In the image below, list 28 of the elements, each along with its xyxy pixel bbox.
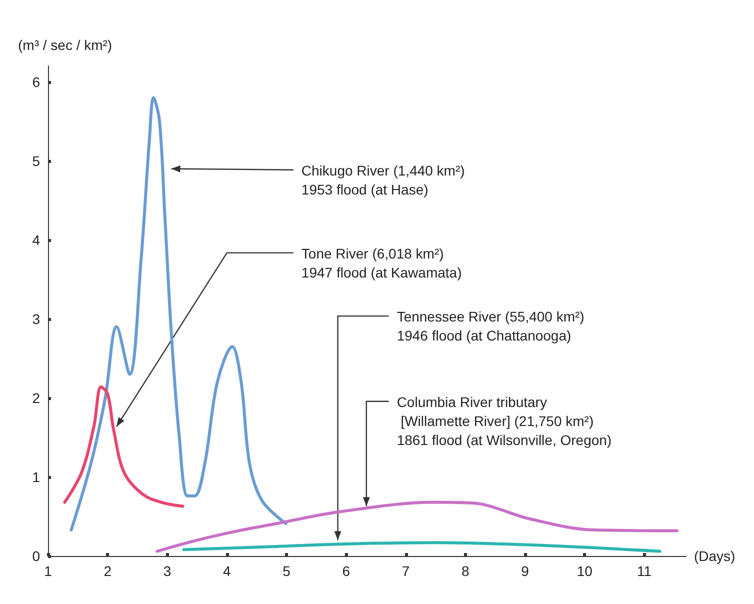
y-tick-label: 1 — [32, 468, 40, 485]
annotation: Chikugo River (1,440 km²) 1953 flood (at Hase) — [301, 162, 465, 198]
x-tick-label: 4 — [222, 563, 231, 579]
y-tick-label: 6 — [32, 74, 40, 90]
y-tick-label: 4 — [32, 232, 40, 248]
y-tick-label: 0 — [32, 548, 40, 564]
y-axis-title: (m³ / sec / km²) — [18, 37, 112, 53]
y-tick-label: 2 — [32, 390, 40, 406]
y-tick-label: 3 — [32, 310, 40, 327]
annotation: Columbia River tributary [Willamette River] (21,750 km²) 1861 flood (at Wilsonville, Oregon) — [396, 394, 612, 448]
x-tick-label: 6 — [342, 563, 350, 579]
x-axis-title: (Days) — [694, 548, 736, 564]
x-tick-label: 3 — [163, 563, 172, 579]
annotation: Tone River (6,018 km²) 1947 flood (at Kawamata) — [301, 245, 462, 280]
x-tick-label: 9 — [521, 563, 530, 579]
x-tick-label: 8 — [461, 563, 470, 579]
x-tick-label: 7 — [402, 563, 410, 579]
x-tick-label: 5 — [282, 563, 291, 579]
line-series — [70, 96, 288, 532]
line-series — [63, 385, 184, 508]
y-tick-label: 5 — [32, 152, 40, 169]
line-series — [156, 500, 679, 553]
x-tick-label: 2 — [104, 563, 112, 579]
x-tick-label: 1 — [44, 563, 52, 579]
x-tick-label: 10 — [576, 563, 593, 579]
annotation: Tennessee River (55,400 km²) 1946 flood (at Chattanooga) — [396, 308, 584, 344]
x-tick-label: 11 — [636, 563, 652, 579]
line-series — [182, 541, 662, 553]
